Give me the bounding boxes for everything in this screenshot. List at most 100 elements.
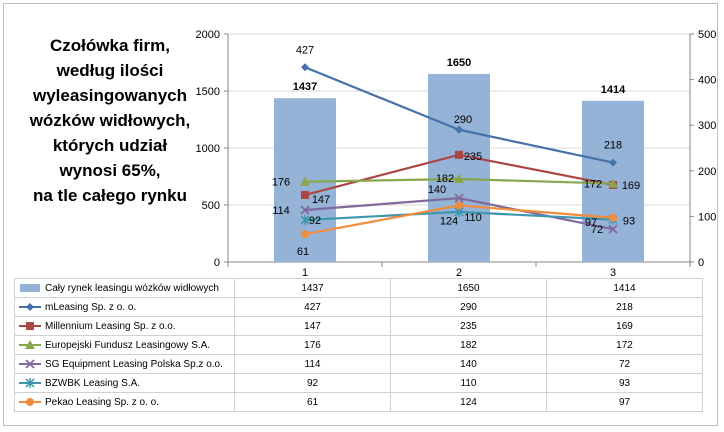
line-data-label: 147 [312,194,330,206]
series-name: Europejski Fundusz Leasingowy S.A. [45,339,211,351]
marker-point [26,302,34,311]
legend-key [19,397,41,406]
table-cell: 235 [390,316,547,336]
marker-point [609,158,617,167]
legend-key [19,339,41,349]
table-row: Millennium Leasing Sp. z o.o. 147 235 169 [14,316,703,336]
line-data-label: 172 [584,179,602,191]
left-axis-tick-label: 1000 [196,143,220,155]
table-cell: 114 [234,354,391,374]
table-cell: 169 [546,316,703,336]
right-axis-tick-label: 0 [698,257,704,269]
title-line: według ilości [56,61,164,80]
title-line: których udział [52,136,168,155]
table-cell: 97 [546,392,703,412]
bar-data-label: 1437 [293,81,317,93]
left-axis-tick-label: 0 [214,257,220,269]
table-cell: 1437 [234,278,391,298]
chart-title: Czołówka firm, według ilości wyleasingow… [10,33,210,208]
table-cell: 1650 [390,278,547,298]
marker-point [300,205,310,215]
table-cell: 110 [390,373,547,393]
table-row: BZWBK Leasing S.A. 92 110 93 [14,373,703,393]
marker-point [300,176,310,186]
line-data-label: 169 [622,180,640,192]
series-name-cell: mLeasing Sp. z o. o. [14,297,235,317]
marker-point [455,201,463,210]
legend-key [19,377,41,388]
marker-point [26,397,34,406]
line-data-label: 427 [296,44,314,56]
series-name-cell: Pekao Leasing Sp. z o. o. [14,392,235,412]
line-data-label: 97 [585,217,597,229]
legend-key [19,321,41,330]
right-axis-tick-label: 500 [698,29,716,41]
table-cell: 124 [390,392,547,412]
table-cell: 218 [546,297,703,317]
line-data-label: 124 [440,215,458,227]
series-name-cell: Millennium Leasing Sp. z o.o. [14,316,235,336]
line-data-label: 61 [297,246,309,258]
x-axis-tick-label: 1 [302,267,308,279]
table-cell: 176 [234,335,391,355]
marker-point [455,150,463,159]
series-name: Pekao Leasing Sp. z o. o. [45,396,159,408]
bar [428,73,490,263]
series-name-cell: Cały rynek leasingu wózków widłowych [14,278,235,298]
line-data-label: 93 [623,216,635,228]
marker-point [455,125,463,134]
line-data-label: 290 [454,114,472,126]
right-axis-tick-label: 200 [698,166,716,178]
right-axis-tick-label: 100 [698,211,716,223]
line-data-label: 218 [604,140,622,152]
table-cell: 93 [546,373,703,393]
title-line: Czołówka firm, [50,36,170,55]
marker-point [454,193,464,203]
table-cell: 92 [234,373,391,393]
series-name: mLeasing Sp. z o. o. [45,301,137,313]
line-data-label: 92 [309,215,321,227]
table-cell: 427 [234,297,391,317]
marker-point [301,230,309,239]
table-row: Europejski Fundusz Leasingowy S.A. 176 182… [14,335,703,355]
series-name-cell: SG Equipment Leasing Polska Sp.z o.o. [14,354,235,374]
table-cell: 182 [390,335,547,355]
line-data-label: 176 [272,177,290,189]
series-name: Millennium Leasing Sp. z o.o. [45,320,176,332]
line-data-label: 140 [428,184,446,196]
marker-point [25,359,35,369]
marker-point [300,215,310,226]
line-data-label: 72 [591,224,603,236]
series-name: BZWBK Leasing S.A. [45,377,141,389]
marker-point [26,321,34,330]
table-row: Cały rynek leasingu wózków widłowych 1437… [14,278,703,298]
table-cell: 140 [390,354,547,374]
chart-frame [3,3,718,426]
x-axis-tick-label: 2 [456,267,462,279]
x-axis-tick-label: 3 [610,267,616,279]
title-line: wózków widłowych, [29,111,191,130]
marker-point [301,63,309,72]
left-axis-tick-label: 500 [202,200,220,212]
marker-point [609,213,617,222]
line-data-label: 114 [272,205,290,217]
left-axis-tick-label: 1500 [196,86,220,98]
legend-key [19,359,41,369]
line-data-label: 235 [464,151,482,163]
table-row: mLeasing Sp. z o. o. 427 290 218 [14,297,703,317]
table-cell: 1414 [546,278,703,298]
title-line: na tle całego rynku [33,186,187,205]
data-table: Cały rynek leasingu wózków widłowych 1437… [14,278,703,412]
table-cell: 172 [546,335,703,355]
bar-data-label: 1650 [447,57,471,69]
right-axis-tick-label: 400 [698,75,716,87]
left-axis-tick-label: 2000 [196,29,220,41]
bar-data-label: 1414 [601,84,626,96]
table-row: Pekao Leasing Sp. z o. o. 61 124 97 [14,392,703,412]
table-cell: 147 [234,316,391,336]
marker-point [25,377,35,388]
table-cell: 290 [390,297,547,317]
marker-point [301,190,309,199]
series-name: Cały rynek leasingu wózków widłowych [45,282,219,294]
